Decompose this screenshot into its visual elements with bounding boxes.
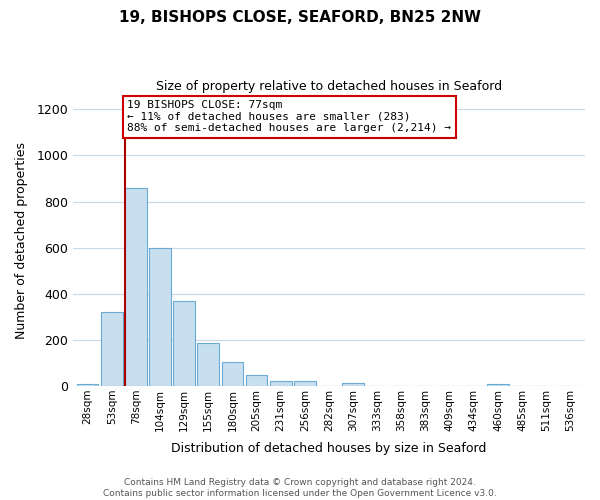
Bar <box>294 382 316 386</box>
Text: 19, BISHOPS CLOSE, SEAFORD, BN25 2NW: 19, BISHOPS CLOSE, SEAFORD, BN25 2NW <box>119 10 481 25</box>
Bar <box>149 248 171 386</box>
Y-axis label: Number of detached properties: Number of detached properties <box>15 142 28 340</box>
Bar <box>487 384 509 386</box>
Bar <box>173 300 195 386</box>
Title: Size of property relative to detached houses in Seaford: Size of property relative to detached ho… <box>156 80 502 93</box>
Bar <box>221 362 244 386</box>
Text: 19 BISHOPS CLOSE: 77sqm
← 11% of detached houses are smaller (283)
88% of semi-d: 19 BISHOPS CLOSE: 77sqm ← 11% of detache… <box>127 100 451 134</box>
Bar <box>77 384 98 386</box>
Bar <box>343 383 364 386</box>
Bar <box>246 375 268 386</box>
Bar <box>101 312 122 386</box>
Text: Contains HM Land Registry data © Crown copyright and database right 2024.
Contai: Contains HM Land Registry data © Crown c… <box>103 478 497 498</box>
Bar <box>125 188 147 386</box>
Bar <box>197 344 219 386</box>
Bar <box>270 381 292 386</box>
X-axis label: Distribution of detached houses by size in Seaford: Distribution of detached houses by size … <box>172 442 487 455</box>
